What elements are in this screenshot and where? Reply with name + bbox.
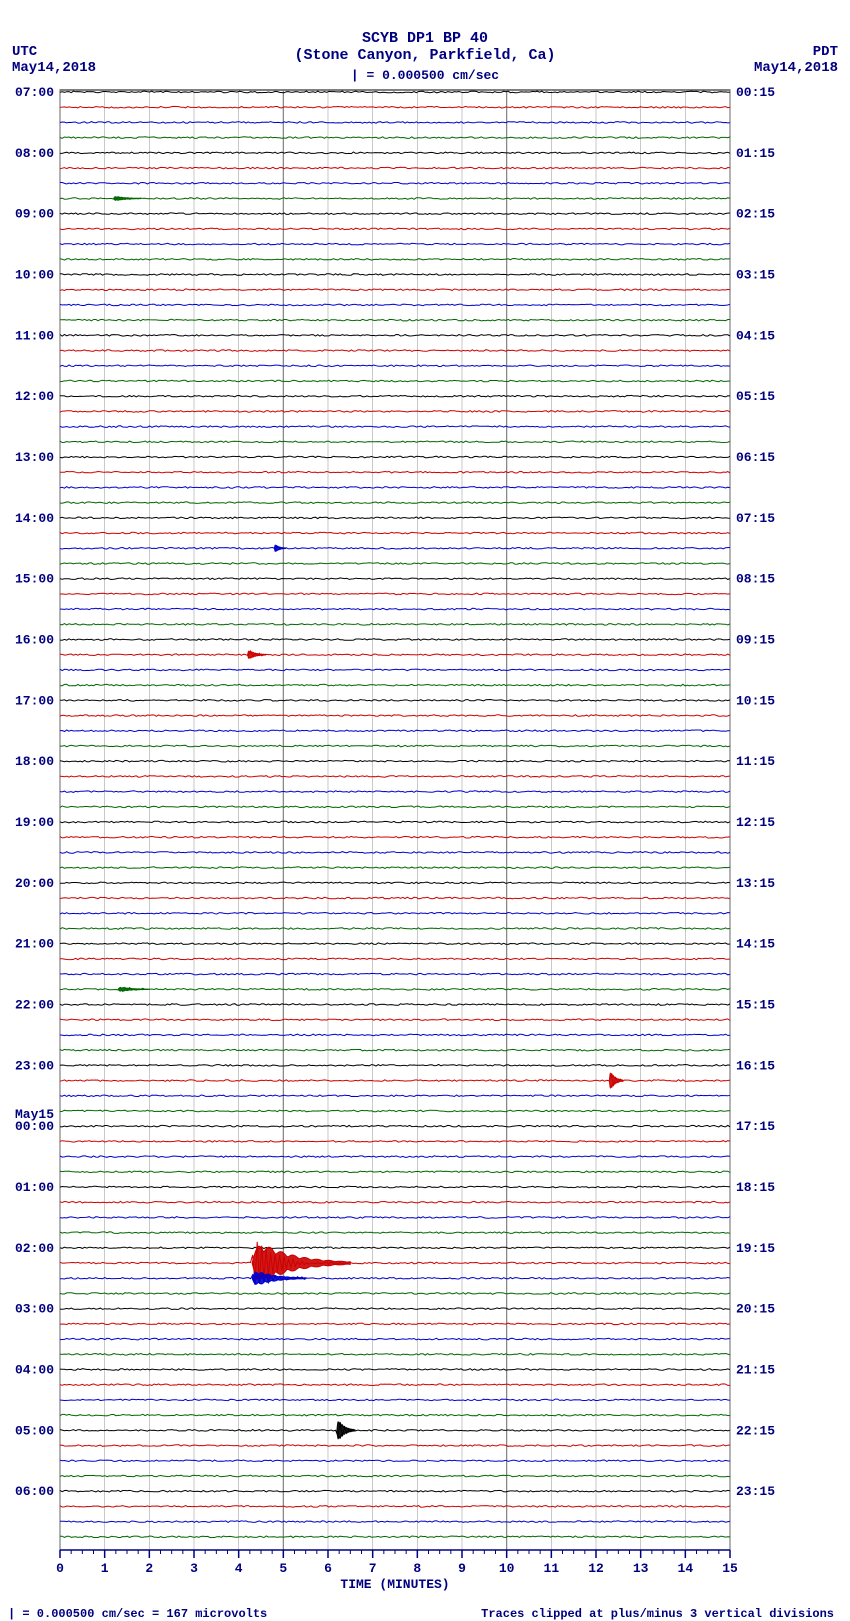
svg-text:09:15: 09:15 (736, 633, 775, 648)
svg-text:19:00: 19:00 (15, 815, 54, 830)
svg-text:5: 5 (279, 1561, 287, 1576)
svg-text:07:00: 07:00 (15, 85, 54, 100)
svg-text:1: 1 (101, 1561, 109, 1576)
svg-text:12:00: 12:00 (15, 389, 54, 404)
svg-text:14:15: 14:15 (736, 937, 775, 952)
svg-text:22:00: 22:00 (15, 998, 54, 1013)
svg-text:15: 15 (722, 1561, 738, 1576)
svg-text:13:15: 13:15 (736, 876, 775, 891)
footer-left: | = 0.000500 cm/sec = 167 microvolts (8, 1607, 267, 1621)
svg-text:6: 6 (324, 1561, 332, 1576)
svg-text:13: 13 (633, 1561, 649, 1576)
svg-text:TIME (MINUTES): TIME (MINUTES) (340, 1577, 449, 1592)
svg-text:03:15: 03:15 (736, 268, 775, 283)
footer-right: Traces clipped at plus/minus 3 vertical … (481, 1607, 834, 1621)
svg-text:9: 9 (458, 1561, 466, 1576)
svg-text:00:00: 00:00 (15, 1119, 54, 1134)
svg-text:12:15: 12:15 (736, 815, 775, 830)
svg-text:11:15: 11:15 (736, 754, 775, 769)
svg-text:06:15: 06:15 (736, 450, 775, 465)
svg-text:06:00: 06:00 (15, 1484, 54, 1499)
svg-text:15:15: 15:15 (736, 998, 775, 1013)
svg-text:19:15: 19:15 (736, 1241, 775, 1256)
svg-text:8: 8 (413, 1561, 421, 1576)
svg-text:14:00: 14:00 (15, 511, 54, 526)
svg-text:05:00: 05:00 (15, 1423, 54, 1438)
svg-text:02:00: 02:00 (15, 1241, 54, 1256)
svg-text:3: 3 (190, 1561, 198, 1576)
svg-text:20:00: 20:00 (15, 876, 54, 891)
svg-text:02:15: 02:15 (736, 207, 775, 222)
svg-text:22:15: 22:15 (736, 1423, 775, 1438)
svg-text:21:15: 21:15 (736, 1363, 775, 1378)
svg-text:18:15: 18:15 (736, 1180, 775, 1195)
svg-text:04:00: 04:00 (15, 1363, 54, 1378)
svg-text:08:15: 08:15 (736, 572, 775, 587)
svg-text:16:15: 16:15 (736, 1058, 775, 1073)
svg-text:00:15: 00:15 (736, 85, 775, 100)
svg-text:09:00: 09:00 (15, 207, 54, 222)
svg-text:23:00: 23:00 (15, 1058, 54, 1073)
svg-text:14: 14 (678, 1561, 694, 1576)
svg-text:11: 11 (544, 1561, 560, 1576)
svg-text:4: 4 (235, 1561, 243, 1576)
svg-text:18:00: 18:00 (15, 754, 54, 769)
seismogram-chart: 0123456789101112131415TIME (MINUTES)07:0… (0, 0, 850, 1613)
svg-text:08:00: 08:00 (15, 146, 54, 161)
svg-text:07:15: 07:15 (736, 511, 775, 526)
svg-text:13:00: 13:00 (15, 450, 54, 465)
svg-text:04:15: 04:15 (736, 328, 775, 343)
svg-text:15:00: 15:00 (15, 572, 54, 587)
svg-text:10:15: 10:15 (736, 693, 775, 708)
svg-text:12: 12 (588, 1561, 604, 1576)
svg-text:0: 0 (56, 1561, 64, 1576)
svg-text:01:00: 01:00 (15, 1180, 54, 1195)
svg-text:03:00: 03:00 (15, 1302, 54, 1317)
svg-text:21:00: 21:00 (15, 937, 54, 952)
svg-text:17:00: 17:00 (15, 693, 54, 708)
svg-text:23:15: 23:15 (736, 1484, 775, 1499)
svg-text:10:00: 10:00 (15, 268, 54, 283)
svg-text:01:15: 01:15 (736, 146, 775, 161)
svg-text:2: 2 (145, 1561, 153, 1576)
svg-text:05:15: 05:15 (736, 389, 775, 404)
svg-text:16:00: 16:00 (15, 633, 54, 648)
svg-text:7: 7 (369, 1561, 377, 1576)
svg-text:17:15: 17:15 (736, 1119, 775, 1134)
svg-text:20:15: 20:15 (736, 1302, 775, 1317)
svg-text:11:00: 11:00 (15, 328, 54, 343)
svg-text:10: 10 (499, 1561, 515, 1576)
